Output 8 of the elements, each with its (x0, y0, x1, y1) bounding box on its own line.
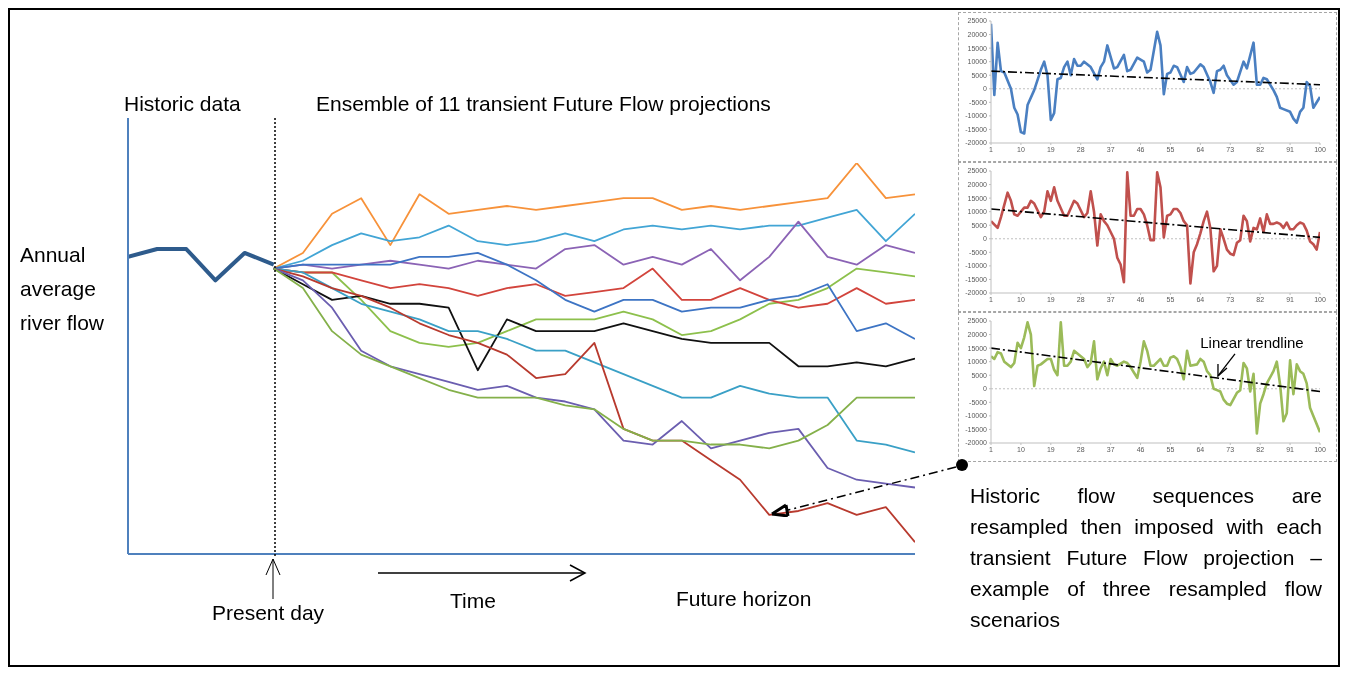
y-axis-title: Annual average river flow (20, 242, 105, 336)
text: Historic data (124, 91, 241, 117)
text: Historic flow sequences are resampled then imposed with each transient Future Flow projection – example of three resampled flow scenarios (970, 483, 1322, 633)
text: Future horizon (676, 586, 812, 612)
text: Ensemble of 11 transient Future Flow projections (316, 91, 771, 117)
text: Time (450, 588, 496, 614)
annotation: Linear trendline (1200, 333, 1304, 351)
text: Present day (212, 600, 325, 626)
